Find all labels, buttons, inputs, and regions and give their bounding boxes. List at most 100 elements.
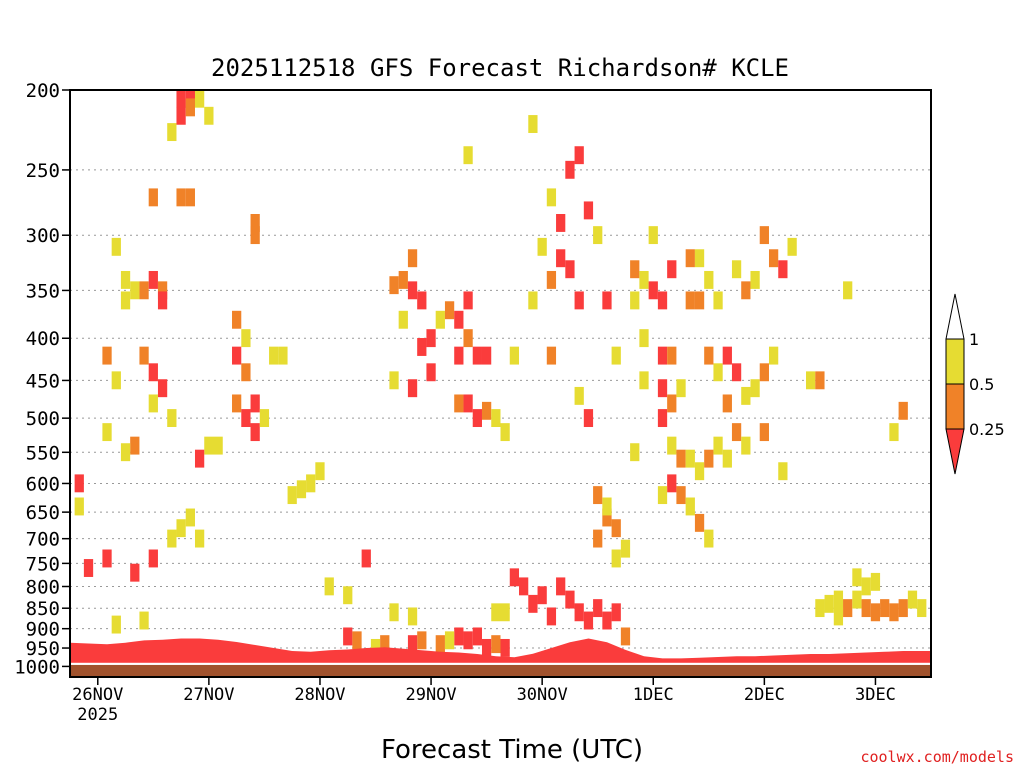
heatmap-cell: [704, 346, 714, 365]
heatmap-cell: [185, 508, 195, 527]
heatmap-cell: [657, 379, 668, 398]
heatmap-cell: [407, 249, 418, 268]
heatmap-cell: [417, 631, 427, 650]
heatmap-cell: [861, 599, 871, 618]
x-tick-label: 27NOV: [183, 685, 234, 705]
heatmap-cell: [232, 346, 242, 365]
heatmap-cell: [676, 379, 686, 398]
heatmap-cell: [722, 346, 732, 365]
heatmap-cell: [778, 260, 788, 279]
heatmap-cell: [463, 631, 473, 650]
heatmap-cell: [630, 443, 640, 462]
heatmap-cell: [731, 423, 742, 442]
x-tick-label: 29NOV: [405, 685, 456, 705]
heatmap-cell: [472, 346, 482, 365]
heatmap-cell: [389, 603, 399, 622]
heatmap-cell: [509, 568, 520, 587]
heatmap-cell: [574, 386, 584, 405]
heatmap-cell: [417, 338, 427, 356]
heatmap-cell: [731, 260, 742, 279]
heatmap-cell: [685, 449, 695, 468]
heatmap-cell: [824, 594, 834, 613]
heatmap-cell: [833, 590, 844, 609]
heatmap-cell: [898, 401, 908, 420]
heatmap-cell: [287, 486, 297, 505]
x-tick-label: 1DEC: [633, 685, 674, 705]
heatmap-cell: [407, 281, 418, 300]
heatmap-cell: [917, 599, 927, 618]
heatmap-cell: [676, 486, 686, 505]
heatmap-cell: [426, 363, 436, 382]
heatmap-cell: [787, 237, 797, 256]
heatmap-cell: [667, 474, 677, 493]
heatmap-cell: [435, 635, 445, 654]
heatmap-cell: [565, 590, 575, 609]
heatmap-cell: [648, 281, 658, 300]
heatmap-cell: [593, 599, 603, 618]
heatmap-cell: [232, 394, 242, 413]
legend-label: 0.25: [969, 420, 1005, 439]
heatmap-cell: [704, 449, 714, 468]
heatmap-cell: [593, 486, 603, 505]
heatmap-cell: [759, 423, 769, 442]
heatmap-cell: [120, 443, 131, 462]
heatmap-cell: [528, 594, 538, 613]
heatmap-cell: [685, 249, 695, 268]
heatmap-cell: [111, 615, 121, 634]
heatmap-cell: [657, 346, 668, 365]
heatmap-cell: [537, 586, 547, 605]
heatmap-cell: [352, 631, 362, 650]
heatmap-cell: [454, 627, 464, 646]
heatmap-cell: [815, 371, 825, 390]
heatmap-cell: [454, 394, 464, 413]
heatmap-cell: [157, 379, 168, 398]
heatmap-cell: [741, 436, 751, 455]
heatmap-cell: [139, 611, 149, 630]
heatmap-cell: [546, 346, 557, 365]
heatmap-cell: [713, 436, 723, 455]
y-tick-label: 200: [26, 80, 60, 102]
heatmap-cell: [241, 363, 251, 382]
y-tick-label: 850: [26, 598, 60, 620]
heatmap-cell: [602, 611, 612, 630]
heatmap-cell: [102, 549, 112, 568]
heatmap-cell: [120, 270, 131, 289]
heatmap-cell: [139, 281, 149, 300]
heatmap-cell: [546, 270, 557, 289]
heatmap-cell: [519, 577, 529, 596]
credit-link[interactable]: coolwx.com/models: [860, 748, 1014, 766]
heatmap-cell: [417, 291, 427, 310]
heatmap-cell: [602, 497, 612, 516]
heatmap-cell: [750, 270, 760, 289]
heatmap-cell: [463, 291, 473, 310]
heatmap-cell: [102, 423, 112, 442]
heatmap-cell: [139, 346, 149, 365]
heatmap-cell: [74, 474, 84, 493]
heatmap-cell: [491, 409, 501, 428]
plot-frame: [69, 89, 932, 678]
heatmap-cell: [556, 249, 566, 268]
heatmap-cell: [213, 436, 223, 455]
x-tick-sublabel: 2025: [77, 705, 118, 725]
heatmap-cell: [232, 310, 242, 329]
heatmap-cell: [176, 188, 186, 207]
heatmap-cell: [130, 281, 140, 300]
heatmap-cell: [398, 270, 408, 289]
heatmap-cell: [528, 291, 538, 310]
heatmap-cell: [250, 226, 260, 245]
heatmap-cell: [704, 529, 714, 548]
heatmap-cell: [815, 599, 825, 618]
heatmap-cell: [759, 226, 769, 245]
heatmap-cell: [583, 611, 594, 630]
x-tick-label: 28NOV: [294, 685, 345, 705]
heatmap-cell: [315, 462, 325, 481]
heatmap-cell: [861, 577, 871, 596]
heatmap-cell: [148, 394, 158, 413]
y-tick-label: 950: [26, 638, 60, 660]
x-tick-label: 2DEC: [744, 685, 785, 705]
chart-title: 2025112518 GFS Forecast Richardson# KCLE: [211, 54, 789, 82]
heatmap-cell: [148, 363, 158, 382]
heatmap-cell: [259, 409, 270, 428]
heatmap-cell: [546, 607, 557, 626]
